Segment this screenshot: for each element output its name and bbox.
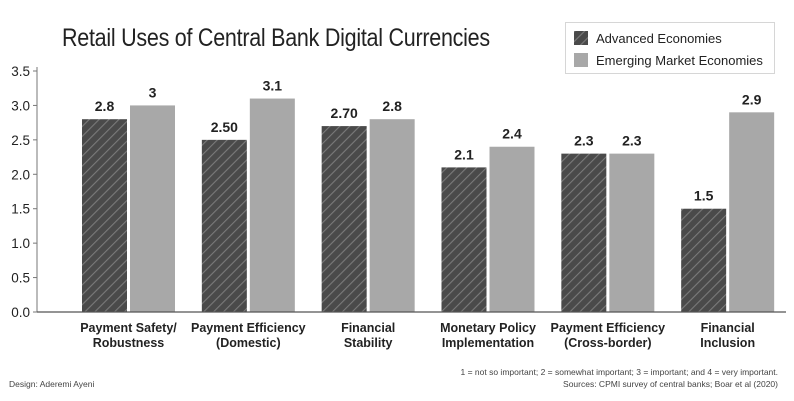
bar-advanced — [561, 153, 607, 312]
data-label-emerging: 2.9 — [742, 91, 762, 107]
data-label-advanced: 1.5 — [694, 188, 714, 204]
x-category-label: Payment Efficiency — [191, 321, 306, 335]
x-axis: Payment Safety/Robustness Payment Efficie… — [37, 311, 786, 350]
data-label-advanced: 2.70 — [331, 105, 358, 121]
y-tick-label: 0.5 — [11, 271, 30, 286]
scale-note: 1 = not so important; 2 = somewhat impor… — [460, 367, 779, 377]
bar-emerging — [130, 105, 175, 312]
legend-swatch-emerging — [574, 53, 588, 67]
x-category-label: Payment Safety/ — [80, 321, 177, 335]
bars — [82, 98, 775, 313]
y-tick-label: 3.0 — [11, 98, 30, 113]
data-label-emerging: 3.1 — [263, 78, 283, 94]
x-category-label: Robustness — [93, 336, 165, 350]
bar-advanced — [681, 208, 727, 312]
y-tick-label: 1.5 — [11, 202, 30, 217]
bar-emerging — [249, 98, 295, 313]
x-category-label: Payment Efficiency — [551, 321, 666, 335]
data-label-advanced: 2.3 — [574, 133, 594, 149]
data-label-emerging: 2.8 — [382, 98, 402, 114]
legend-label-emerging: Emerging Market Economies — [596, 52, 763, 68]
value-labels: 2.8 3 2.50 3.1 2.70 2.8 2.1 2.4 2.3 2.3 1.5 2.9 — [95, 78, 762, 204]
y-tick-label: 2.5 — [11, 133, 30, 148]
bar-advanced — [441, 167, 487, 312]
chart-title: Retail Uses of Central Bank Digital Curr… — [62, 24, 490, 52]
x-category-label: Stability — [344, 336, 393, 350]
x-category-label: (Cross-border) — [564, 336, 652, 350]
bar-advanced — [82, 119, 127, 312]
legend-item-advanced: Advanced Economies — [574, 30, 722, 46]
bar-advanced — [321, 126, 367, 312]
y-tick-label: 3.5 — [11, 64, 30, 79]
y-axis: 0.0 0.5 1.0 1.5 2.0 2.5 3.0 3.5 — [11, 64, 38, 320]
legend-swatch-advanced — [574, 31, 588, 45]
y-tick-label: 1.0 — [11, 236, 30, 251]
data-label-emerging: 2.4 — [502, 126, 522, 142]
x-category-label: Implementation — [442, 336, 534, 350]
sources-note: Sources: CPMI survey of central banks; B… — [563, 379, 778, 389]
bar-emerging — [729, 112, 775, 312]
x-category-label: Inclusion — [700, 336, 755, 350]
bar-emerging — [489, 146, 535, 312]
x-category-label: Financial — [341, 321, 395, 335]
design-credit: Design: Aderemi Ayeni — [9, 379, 95, 389]
legend-label-advanced: Advanced Economies — [596, 30, 722, 46]
data-label-emerging: 2.3 — [622, 133, 642, 149]
y-tick-label: 0.0 — [11, 305, 30, 320]
legend-item-emerging: Emerging Market Economies — [574, 52, 763, 68]
data-label-advanced: 2.50 — [211, 119, 238, 135]
data-label-advanced: 2.8 — [95, 98, 115, 114]
bar-emerging — [609, 153, 655, 312]
x-category-label: Financial — [701, 321, 755, 335]
bar-advanced — [201, 139, 247, 312]
bar-emerging — [369, 119, 415, 312]
x-category-label: Monetary Policy — [440, 321, 536, 335]
footer-notes: 1 = not so important; 2 = somewhat impor… — [461, 366, 779, 390]
data-label-advanced: 2.1 — [454, 146, 474, 162]
data-label-emerging: 3 — [149, 84, 157, 100]
legend: Advanced Economies Emerging Market Econo… — [565, 22, 775, 74]
y-tick-label: 2.0 — [11, 167, 30, 182]
x-category-label: (Domestic) — [216, 336, 281, 350]
